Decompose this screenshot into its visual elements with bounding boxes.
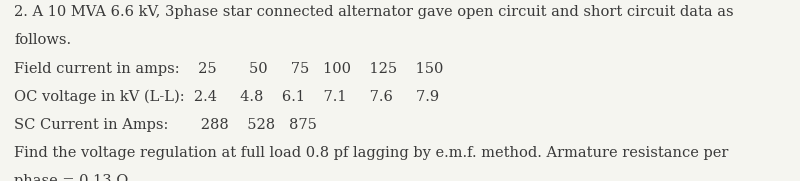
Text: OC voltage in kV (L-L):  2.4     4.8    6.1    7.1     7.6     7.9: OC voltage in kV (L-L): 2.4 4.8 6.1 7.1 … <box>14 90 439 104</box>
Text: 2. A 10 MVA 6.6 kV, 3phase star connected alternator gave open circuit and short: 2. A 10 MVA 6.6 kV, 3phase star connecte… <box>14 5 734 19</box>
Text: SC Current in Amps:       288    528   875: SC Current in Amps: 288 528 875 <box>14 118 318 132</box>
Text: follows.: follows. <box>14 33 71 47</box>
Text: Find the voltage regulation at full load 0.8 pf lagging by e.m.f. method. Armatu: Find the voltage regulation at full load… <box>14 146 729 160</box>
Text: phase = 0.13 Ω.: phase = 0.13 Ω. <box>14 174 134 181</box>
Text: Field current in amps:    25       50     75   100    125    150: Field current in amps: 25 50 75 100 125 … <box>14 62 444 75</box>
